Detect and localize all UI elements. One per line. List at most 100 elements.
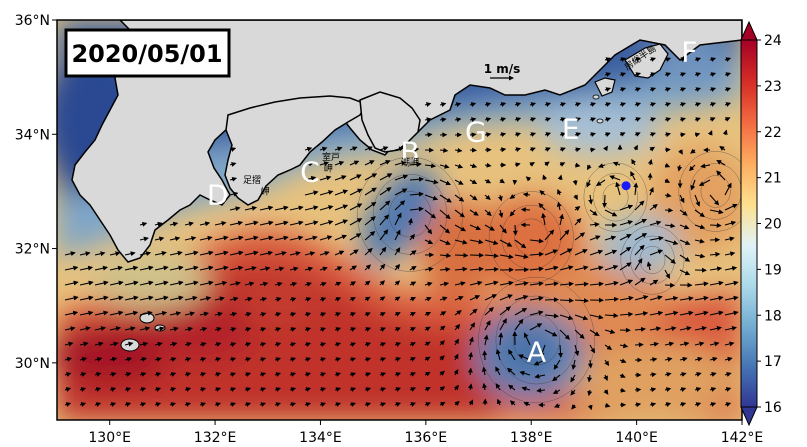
current-vector (573, 194, 578, 201)
current-vector (544, 132, 552, 137)
current-vector (523, 332, 531, 346)
current-vector (229, 162, 237, 167)
current-vector (379, 160, 391, 166)
current-vector (64, 251, 76, 257)
sst-contour (488, 191, 574, 284)
current-vector (469, 266, 484, 272)
current-vector (529, 162, 535, 167)
current-vector (274, 297, 282, 302)
current-vector (533, 359, 546, 366)
current-vector (139, 372, 147, 377)
current-vector (364, 231, 376, 241)
current-vector (109, 372, 117, 377)
current-vector (612, 161, 621, 167)
current-vector (379, 200, 391, 211)
current-vector (409, 342, 416, 347)
current-vector (572, 179, 578, 186)
current-vector (94, 372, 102, 377)
current-vector (124, 295, 139, 301)
colorbar-tick-label: 21 (764, 171, 782, 187)
current-vector (214, 221, 227, 226)
current-vector (409, 176, 424, 182)
current-vector (184, 372, 192, 377)
current-vector (259, 250, 274, 256)
current-vector (334, 281, 342, 287)
current-vector (364, 357, 372, 362)
current-vector (534, 373, 546, 379)
current-vector (319, 281, 327, 287)
current-vector (709, 251, 721, 257)
current-vector (124, 265, 139, 271)
current-vector (334, 342, 342, 347)
current-vector (589, 265, 604, 271)
current-vector (319, 327, 327, 332)
current-vector (199, 221, 211, 227)
current-vector (79, 265, 94, 271)
current-vector (349, 281, 357, 287)
current-vector (559, 265, 574, 271)
current-vector (514, 318, 524, 331)
current-vector (609, 175, 621, 181)
current-vector (334, 312, 342, 317)
current-vector (649, 186, 654, 196)
current-vector (244, 357, 252, 362)
station-marker (621, 181, 631, 191)
current-vector (709, 372, 717, 377)
current-vector (630, 171, 636, 181)
current-vector (679, 57, 687, 62)
current-vector (439, 325, 446, 331)
current-vector (469, 179, 478, 184)
current-vector (633, 144, 638, 151)
current-vector (334, 327, 342, 332)
current-vector (364, 280, 371, 286)
current-vector (454, 324, 461, 331)
current-vector (349, 160, 360, 166)
current-vector (349, 327, 357, 332)
current-vector (169, 221, 179, 227)
current-vector (589, 344, 596, 354)
current-vector (214, 342, 222, 347)
current-vector (574, 344, 580, 357)
current-vector (64, 387, 72, 392)
current-vector (244, 296, 253, 302)
colorbar-ticks: 16 17 18 19 20 21 22 23 24 (757, 33, 782, 416)
current-vector (604, 249, 618, 256)
current-vector (499, 147, 507, 153)
current-vector (169, 265, 184, 271)
current-vector (664, 147, 671, 153)
current-vector (598, 163, 606, 169)
current-vector (558, 344, 564, 358)
current-vector (646, 261, 652, 271)
current-vector (409, 327, 416, 332)
current-vector (274, 266, 285, 272)
current-vector (482, 382, 488, 391)
region-labels: A B C D E F G (207, 35, 697, 368)
current-vector (454, 147, 463, 153)
current-vector (154, 250, 167, 256)
current-vector (722, 129, 728, 136)
current-vector (139, 265, 154, 271)
current-vector (495, 348, 501, 361)
current-vector (364, 160, 375, 166)
current-vector (109, 280, 124, 286)
current-vector (274, 250, 287, 256)
current-vector (574, 249, 588, 256)
current-vector (229, 311, 238, 317)
current-vector (304, 387, 312, 392)
current-vector (244, 250, 259, 256)
current-vector (664, 72, 672, 77)
current-vector (574, 217, 582, 226)
current-vector (424, 341, 431, 347)
current-vector (469, 280, 483, 286)
current-vector (631, 158, 637, 166)
current-vector (259, 220, 274, 226)
current-vector (229, 265, 244, 271)
current-vector (64, 310, 79, 316)
current-vector (588, 194, 594, 205)
current-vector (700, 163, 711, 169)
current-vector (724, 265, 738, 271)
current-vector (109, 265, 123, 271)
current-vector (79, 295, 94, 301)
current-vector (514, 117, 522, 122)
current-vector (647, 159, 653, 166)
